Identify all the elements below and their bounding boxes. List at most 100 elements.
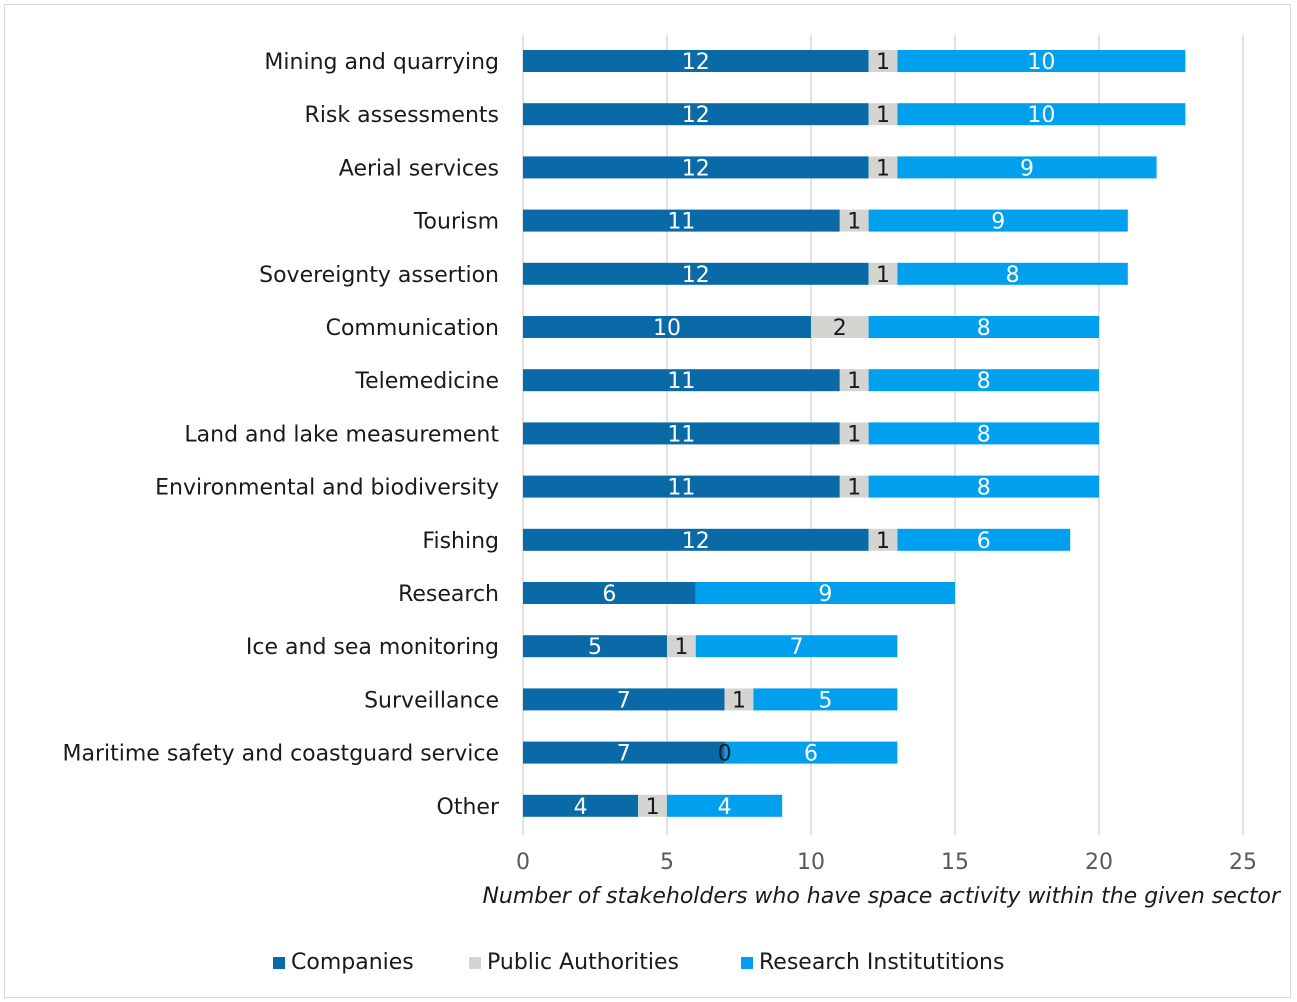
data-label: 7 bbox=[790, 635, 804, 660]
bar-segment bbox=[897, 528, 1071, 551]
bar-segment bbox=[897, 262, 1128, 285]
data-label: 0 bbox=[718, 742, 732, 767]
data-label: 11 bbox=[667, 210, 695, 235]
data-label: 10 bbox=[1027, 50, 1055, 75]
bar-segment bbox=[753, 688, 898, 711]
data-label: 12 bbox=[682, 529, 710, 554]
bar-segment bbox=[523, 103, 869, 126]
legend-swatch bbox=[741, 957, 753, 969]
category-label: Aerial services bbox=[339, 156, 499, 181]
bar-segment bbox=[868, 209, 1128, 232]
data-label: 10 bbox=[1027, 103, 1055, 128]
bar-segment bbox=[523, 688, 725, 711]
category-label: Maritime safety and coastguard service bbox=[63, 742, 500, 767]
bar-segment bbox=[839, 475, 869, 498]
category-label: Communication bbox=[326, 316, 499, 341]
chart-frame: 12 1 10 12 1 10 12 1 9 11 1 9 12 1 8 10 2 8 11 1 8 11 1 8 11 1 8 12… bbox=[4, 4, 1291, 998]
x-tick-label: 25 bbox=[1229, 850, 1257, 875]
data-label: 12 bbox=[682, 103, 710, 128]
bar-segment bbox=[868, 369, 1099, 392]
data-label: 8 bbox=[977, 369, 991, 394]
data-label: 6 bbox=[977, 529, 991, 554]
legend-label: Companies bbox=[291, 950, 414, 975]
category-label: Environmental and biodiversity bbox=[155, 476, 499, 501]
data-label: 5 bbox=[818, 688, 832, 713]
data-label: 8 bbox=[977, 316, 991, 341]
data-label: 4 bbox=[718, 795, 732, 820]
bar-segment bbox=[523, 209, 840, 232]
bar-segment bbox=[523, 794, 639, 817]
x-tick-label: 5 bbox=[660, 850, 674, 875]
bar-segment bbox=[897, 103, 1186, 126]
data-label: 2 bbox=[833, 316, 847, 341]
data-label: 7 bbox=[617, 742, 631, 767]
data-label: 8 bbox=[977, 422, 991, 447]
data-label: 1 bbox=[674, 635, 688, 660]
data-label: 6 bbox=[602, 582, 616, 607]
data-label: 7 bbox=[617, 688, 631, 713]
data-label: 1 bbox=[847, 369, 861, 394]
data-label: 1 bbox=[876, 50, 890, 75]
category-label: Surveillance bbox=[364, 688, 499, 713]
data-label: 1 bbox=[847, 476, 861, 501]
bar-segment bbox=[523, 475, 840, 498]
category-label: Telemedicine bbox=[354, 369, 499, 394]
bar-segment bbox=[868, 316, 1099, 338]
bar-segment bbox=[695, 635, 898, 658]
data-label: 12 bbox=[682, 50, 710, 75]
data-label: 6 bbox=[804, 742, 818, 767]
bar-segment bbox=[868, 475, 1099, 498]
bar-segment bbox=[868, 422, 1099, 445]
x-tick-label: 10 bbox=[797, 850, 825, 875]
bar-segment bbox=[523, 50, 869, 72]
data-label: 1 bbox=[732, 688, 746, 713]
bar-segment bbox=[523, 156, 869, 179]
bar-segment bbox=[695, 582, 955, 604]
bar-segment bbox=[523, 316, 811, 338]
data-label: 11 bbox=[667, 422, 695, 447]
bar-segment bbox=[523, 635, 667, 658]
data-label: 1 bbox=[876, 263, 890, 288]
data-label: 12 bbox=[682, 263, 710, 288]
data-label: 10 bbox=[653, 316, 681, 341]
data-label: 12 bbox=[682, 156, 710, 181]
legend-swatch bbox=[469, 957, 481, 969]
category-label: Other bbox=[437, 795, 500, 820]
bar-segment bbox=[667, 794, 783, 817]
bar-segment bbox=[523, 528, 869, 551]
data-label: 1 bbox=[646, 795, 660, 820]
bar-segment bbox=[811, 316, 869, 338]
data-label: 1 bbox=[876, 156, 890, 181]
data-label: 1 bbox=[847, 422, 861, 447]
bar-segment bbox=[523, 422, 840, 445]
bar-segment bbox=[523, 262, 869, 285]
bar-segment bbox=[839, 209, 869, 232]
bar-segment bbox=[638, 794, 667, 817]
category-label: Land and lake measurement bbox=[184, 422, 499, 447]
x-tick-label: 20 bbox=[1085, 850, 1113, 875]
data-label: 1 bbox=[876, 103, 890, 128]
category-label: Sovereignty assertion bbox=[259, 263, 499, 288]
bar-segment bbox=[897, 50, 1186, 72]
bar-segment bbox=[523, 369, 840, 392]
category-label: Ice and sea monitoring bbox=[246, 635, 499, 660]
category-label: Risk assessments bbox=[305, 103, 499, 128]
data-label: 1 bbox=[876, 529, 890, 554]
bar-segment bbox=[724, 741, 898, 764]
bar-segment bbox=[868, 528, 898, 551]
bar-segment bbox=[897, 156, 1157, 179]
data-label: 9 bbox=[818, 582, 832, 607]
x-tick-label: 0 bbox=[516, 850, 530, 875]
bar-segment bbox=[868, 50, 898, 72]
data-label: 9 bbox=[991, 210, 1005, 235]
data-label: 4 bbox=[574, 795, 588, 820]
data-label: 5 bbox=[588, 635, 602, 660]
bar-segment bbox=[868, 103, 898, 126]
category-label: Tourism bbox=[413, 210, 499, 235]
data-label: 8 bbox=[977, 476, 991, 501]
data-label: 8 bbox=[1006, 263, 1020, 288]
bar-segment bbox=[868, 262, 898, 285]
category-label: Fishing bbox=[422, 529, 499, 554]
legend-label: Research Institutitions bbox=[759, 950, 1004, 975]
legend-label: Public Authorities bbox=[487, 950, 679, 975]
